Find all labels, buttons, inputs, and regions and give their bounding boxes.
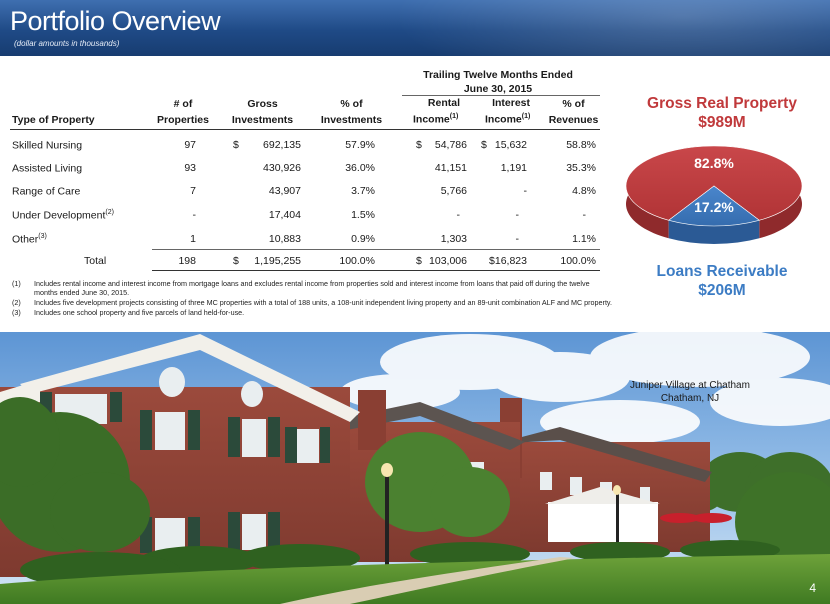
row-type: Assisted Living <box>12 162 83 175</box>
footnotes: (1) Includes rental income and interest … <box>12 279 612 318</box>
windows <box>40 392 330 553</box>
total-rental: 103,006 <box>429 255 467 267</box>
row-revenue-pct: 35.3% <box>566 162 596 174</box>
portfolio-table: Trailing Twelve Months Ended June 30, 20… <box>0 0 620 330</box>
row-revenue-pct: 1.1% <box>572 233 596 245</box>
property-photo <box>0 332 830 604</box>
total-bottom-rule <box>152 270 600 271</box>
pie-footer: Loans Receivable $206M <box>656 263 788 299</box>
row-rental-currency: $ <box>416 139 422 151</box>
porch <box>545 487 660 542</box>
header-rule <box>10 129 600 130</box>
row-interest: - <box>515 233 520 245</box>
clouds <box>340 332 830 444</box>
group-header-rule <box>402 95 600 96</box>
pie-slice-label: 17.2% <box>694 199 734 215</box>
row-type: Skilled Nursing <box>12 139 83 152</box>
total-label: Total <box>84 255 107 267</box>
col-header-rental-a: Rental <box>427 97 460 109</box>
total-gross-currency: $ <box>233 255 239 267</box>
row-interest: 15,632 <box>494 139 527 151</box>
total-rental-currency: $ <box>416 255 422 267</box>
col-header-pct-b: Investments <box>320 114 383 126</box>
col-header-interest-b: Income(1) <box>485 113 531 126</box>
row-gross: 10,883 <box>268 233 301 245</box>
col-header-gross-b: Investments <box>231 114 294 126</box>
row-pct: 0.9% <box>351 233 375 245</box>
photo-caption: Juniper Village at Chatham Chatham, NJ <box>630 380 750 404</box>
pie-title: Gross Real Property $989M <box>647 95 797 131</box>
col-header-rental-b: Income(1) <box>413 113 459 126</box>
col-header-pct-a: % of <box>340 98 363 110</box>
row-gross: 430,926 <box>263 162 301 174</box>
page-subtitle: (dollar amounts in thousands) <box>14 39 120 48</box>
page-number: 4 <box>809 581 816 595</box>
row-interest: 1,191 <box>500 162 527 174</box>
total-count: 198 <box>178 255 196 267</box>
row-gross: 43,907 <box>268 185 301 197</box>
footnote: (2) Includes five development projects c… <box>12 298 612 307</box>
col-header-interest-a: Interest <box>492 97 530 109</box>
pie-slice <box>668 185 760 227</box>
row-rental: 1,303 <box>440 233 467 245</box>
row-rental: 5,766 <box>440 185 467 197</box>
group-header-line1: Trailing Twelve Months Ended <box>423 69 573 81</box>
row-revenue-pct: 4.8% <box>572 185 596 197</box>
row-pct: 36.0% <box>345 162 375 174</box>
foreground-tree-middle <box>365 432 510 537</box>
walkway <box>280 557 575 604</box>
row-pct: 1.5% <box>351 209 375 221</box>
row-revenue-pct: - <box>582 209 587 221</box>
total-revenue-pct: 100.0% <box>560 255 596 267</box>
row-count: 93 <box>184 162 196 174</box>
col-header-gross-a: Gross <box>247 98 278 110</box>
row-interest-currency: $ <box>481 139 487 151</box>
row-gross: 692,135 <box>263 139 301 151</box>
col-header-count-a: # of <box>173 98 193 110</box>
total-rule <box>152 249 600 250</box>
pie-chart: 82.8% 17.2% <box>625 145 803 244</box>
row-type: Other(3) <box>12 233 47 246</box>
row-rental: 54,786 <box>434 139 467 151</box>
umbrellas <box>660 513 732 523</box>
col-header-count-b: Properties <box>157 114 209 126</box>
group-header-line2: June 30, 2015 <box>463 83 533 95</box>
row-count: 97 <box>184 139 196 151</box>
row-revenue-pct: 58.8% <box>566 139 596 151</box>
foreground-tree-left <box>0 397 150 552</box>
page-title: Portfolio Overview <box>10 6 221 36</box>
title-banner: Portfolio Overview (dollar amounts in th… <box>0 0 830 56</box>
footnote: (3) Includes one school property and fiv… <box>12 308 245 317</box>
row-rental: - <box>456 209 461 221</box>
lamp-posts <box>381 463 621 587</box>
row-count: - <box>192 209 197 221</box>
row-rental: 41,151 <box>434 162 467 174</box>
col-header-rev-a: % of <box>562 98 585 110</box>
col-header-type: Type of Property <box>12 114 95 126</box>
footnote: (1) Includes rental income and interest … <box>12 279 590 297</box>
row-type: Under Development(2) <box>12 209 114 222</box>
row-count: 7 <box>190 185 196 197</box>
row-count: 1 <box>190 233 196 245</box>
row-gross-currency: $ <box>233 139 239 151</box>
row-pct: 57.9% <box>345 139 375 151</box>
total-pct: 100.0% <box>339 255 375 267</box>
pie-slice-label: 82.8% <box>694 155 734 171</box>
pie-slice <box>625 145 803 221</box>
total-interest: $16,823 <box>489 255 527 267</box>
row-interest: - <box>515 209 520 221</box>
pie-slice-side <box>668 220 760 244</box>
row-interest: - <box>523 185 528 197</box>
col-header-rev-b: Revenues <box>548 114 599 126</box>
hedges <box>20 540 780 588</box>
row-pct: 3.7% <box>351 185 375 197</box>
total-gross: 1,195,255 <box>254 255 301 267</box>
row-gross: 17,404 <box>268 209 301 221</box>
row-type: Range of Care <box>12 185 81 198</box>
